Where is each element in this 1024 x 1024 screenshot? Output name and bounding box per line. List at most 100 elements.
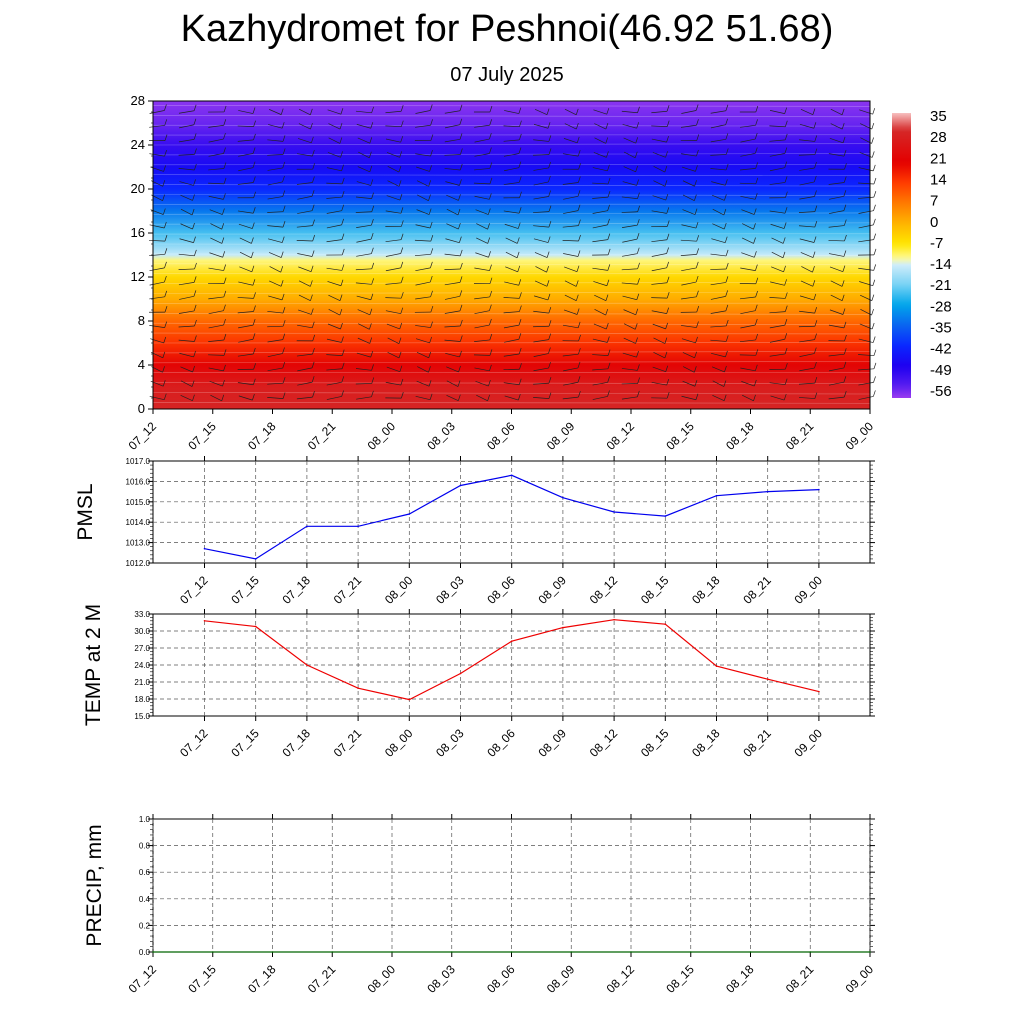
isotherm-line: [152, 291, 871, 294]
wind-barb: [149, 325, 165, 328]
wind-barb-flag: [282, 347, 285, 354]
wind-barb: [562, 353, 579, 357]
wind-barb-flag: [311, 361, 315, 369]
wind-barb: [296, 240, 313, 242]
wind-barb: [178, 282, 195, 286]
wind-barb-flag: [784, 161, 788, 168]
wind-barb-flag: [637, 106, 640, 113]
series-point: [408, 698, 411, 701]
x-tick-label: 08_15: [638, 726, 672, 760]
wind-barb: [533, 339, 549, 343]
wind-barb: [446, 223, 459, 230]
wind-barb-flag: [518, 147, 522, 154]
wind-barb-flag: [341, 362, 345, 369]
wind-barb: [356, 253, 372, 257]
wind-barb-flag: [843, 150, 847, 157]
wind-barb-flag: [340, 151, 343, 158]
wind-barb-flag: [519, 363, 522, 370]
wind-barb-flag: [872, 164, 876, 171]
x-tick-label: 07_21: [305, 962, 339, 996]
series-point: [715, 665, 718, 667]
wind-barb-flag: [548, 161, 551, 169]
x-tick-label: 08_18: [723, 962, 757, 996]
wind-barb: [858, 354, 874, 357]
wind-barb: [385, 253, 401, 257]
wind-barb: [592, 210, 608, 214]
series-point: [766, 490, 769, 493]
wind-barb: [564, 294, 577, 302]
wind-barb: [652, 366, 666, 373]
wind-barb: [828, 210, 844, 214]
wind-barb-flag: [784, 292, 788, 299]
wind-barb: [858, 396, 874, 400]
x-tick-label: 07_21: [331, 573, 365, 607]
wind-barb-flag: [783, 265, 786, 272]
wind-barb-flag: [813, 236, 817, 243]
wind-barb-flag: [666, 120, 670, 127]
wind-barb-flag: [547, 293, 551, 301]
wind-barb: [564, 123, 577, 130]
wind-barb-flag: [223, 264, 227, 271]
wind-barb-flag: [400, 307, 404, 314]
wind-barb: [237, 382, 254, 386]
wind-barb: [326, 338, 342, 343]
wind-barb: [208, 339, 224, 342]
wind-barb-flag: [311, 321, 315, 328]
wind-barb: [740, 138, 756, 143]
wind-barb-flag: [193, 236, 196, 243]
wind-barb: [385, 282, 402, 285]
wind-barb: [210, 394, 222, 402]
wind-barb: [828, 253, 844, 257]
wind-barb-flag: [666, 261, 669, 268]
wind-barb: [444, 124, 460, 129]
colorbar-label: 21: [930, 150, 947, 167]
wind-barb: [533, 382, 549, 385]
wind-barb-flag: [785, 363, 788, 370]
wind-barb-flag: [312, 234, 316, 242]
wind-barb: [208, 310, 224, 315]
wind-barb: [178, 253, 195, 257]
wind-barb-flag: [282, 377, 286, 384]
wind-barb: [828, 195, 844, 200]
wind-barb-flag: [842, 136, 846, 143]
wind-barb-flag: [723, 394, 727, 401]
series-point: [749, 951, 752, 953]
wind-barb: [417, 194, 429, 201]
wind-barb-flag: [546, 280, 550, 287]
wind-barb-flag: [575, 108, 579, 115]
wind-barb-flag: [253, 120, 256, 127]
wind-barb: [769, 167, 785, 172]
y-tick-label: 21.0: [134, 678, 150, 687]
wind-barb-flag: [605, 122, 609, 130]
wind-barb: [149, 124, 165, 128]
wind-barb: [149, 395, 165, 401]
wind-barb: [740, 367, 756, 372]
wind-barb-flag: [164, 290, 168, 297]
wind-barb-flag: [812, 280, 816, 287]
wind-barb-flag: [725, 118, 728, 125]
wind-barb-flag: [371, 106, 374, 113]
wind-barb-flag: [252, 394, 255, 401]
wind-barb: [327, 109, 342, 115]
wind-barb: [771, 266, 784, 273]
wind-barb: [445, 238, 460, 244]
y-tick-label: 1017.0: [126, 457, 151, 466]
isotherm-line: [152, 153, 871, 156]
wind-barb-flag: [665, 365, 669, 372]
wind-barb: [356, 238, 372, 243]
x-tick-label: 08_06: [484, 962, 518, 996]
wind-barb-flag: [457, 394, 461, 401]
wind-barb-flag: [725, 148, 729, 155]
series-point: [271, 951, 274, 953]
wind-barb: [564, 280, 577, 287]
wind-barb-flag: [309, 108, 313, 115]
wind-barb: [682, 352, 695, 359]
wind-barb-flag: [694, 380, 698, 387]
series-point: [331, 951, 334, 953]
wind-barb: [297, 253, 313, 257]
wind-barb: [476, 394, 488, 402]
wind-barb-flag: [635, 165, 638, 172]
wind-barb-flag: [844, 163, 847, 170]
wind-barb: [594, 123, 607, 130]
wind-barb: [208, 138, 224, 143]
